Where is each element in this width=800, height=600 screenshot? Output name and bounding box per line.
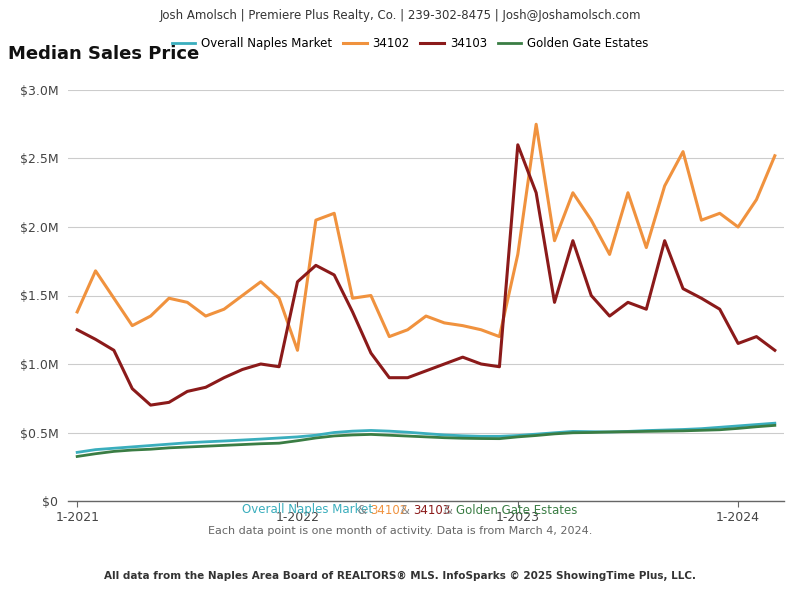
Text: Golden Gate Estates: Golden Gate Estates bbox=[456, 503, 578, 517]
Legend: Overall Naples Market, 34102, 34103, Golden Gate Estates: Overall Naples Market, 34102, 34103, Gol… bbox=[167, 32, 654, 55]
Text: 34102: 34102 bbox=[370, 503, 408, 517]
Text: All data from the Naples Area Board of REALTORS® MLS. InfoSparks © 2025 ShowingT: All data from the Naples Area Board of R… bbox=[104, 571, 696, 581]
Text: Overall Naples Market: Overall Naples Market bbox=[242, 503, 373, 517]
Text: Median Sales Price: Median Sales Price bbox=[8, 45, 199, 63]
Text: 34103: 34103 bbox=[414, 503, 450, 517]
Text: &: & bbox=[398, 503, 414, 517]
Text: Josh Amolsch | Premiere Plus Realty, Co. | 239-302-8475 | Josh@Joshamolsch.com: Josh Amolsch | Premiere Plus Realty, Co.… bbox=[159, 9, 641, 22]
Text: &: & bbox=[354, 503, 371, 517]
Text: Each data point is one month of activity. Data is from March 4, 2024.: Each data point is one month of activity… bbox=[208, 526, 592, 536]
Text: &: & bbox=[440, 503, 457, 517]
